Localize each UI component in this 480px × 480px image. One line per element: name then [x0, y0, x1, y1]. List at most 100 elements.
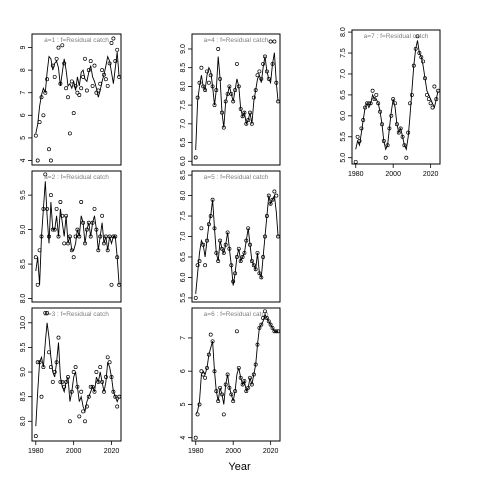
data-point	[88, 384, 93, 389]
data-point	[236, 246, 241, 251]
y-tick-label: 8.0	[180, 191, 187, 201]
data-point	[423, 76, 427, 81]
data-point	[83, 241, 87, 246]
data-point	[58, 81, 63, 86]
y-tick-label: 9.0	[20, 225, 27, 235]
data-point	[261, 61, 266, 66]
data-point	[90, 220, 95, 225]
data-point	[251, 372, 256, 377]
data-point	[225, 230, 230, 235]
data-point	[363, 105, 368, 110]
data-point	[58, 379, 63, 384]
data-point	[66, 95, 70, 100]
data-point	[231, 99, 236, 104]
data-point	[394, 122, 399, 127]
data-point	[270, 197, 275, 202]
data-point	[353, 159, 358, 164]
data-point	[105, 248, 110, 253]
panel-a5: a=5 : f=Residual catch 5.5 6.0 6.5 7.0 7.5 8.0…	[180, 170, 281, 303]
y-tick-label: 7.0	[180, 232, 187, 242]
data-point	[52, 74, 57, 79]
data-point	[43, 310, 48, 315]
data-point	[111, 389, 116, 394]
data-point	[432, 84, 437, 89]
series-line	[195, 193, 279, 294]
data-point	[400, 134, 405, 139]
data-point	[81, 74, 86, 79]
data-point	[272, 329, 277, 334]
data-point	[216, 47, 221, 51]
data-point	[259, 322, 264, 327]
data-point	[35, 360, 40, 365]
data-point	[102, 389, 106, 394]
data-point	[387, 126, 392, 131]
data-point	[365, 101, 369, 106]
data-point	[33, 133, 38, 138]
data-point	[385, 143, 390, 148]
y-tick-label: 10.0	[20, 316, 27, 330]
y-tick-label: 6.0	[180, 272, 187, 282]
data-point	[257, 325, 262, 330]
data-point	[69, 79, 74, 84]
data-point	[83, 419, 87, 424]
data-point	[264, 316, 269, 320]
data-point	[83, 56, 87, 61]
data-point	[98, 365, 103, 370]
data-point	[84, 227, 89, 232]
data-point	[240, 255, 245, 259]
data-point	[370, 88, 375, 93]
data-point	[77, 414, 82, 419]
data-point	[270, 61, 275, 66]
data-point	[117, 394, 122, 399]
data-point	[223, 242, 228, 247]
data-point	[376, 101, 381, 106]
data-point	[62, 384, 67, 389]
data-point	[37, 248, 42, 253]
x-tick-label: 2020	[263, 448, 279, 455]
data-point	[71, 255, 76, 260]
data-point	[220, 246, 224, 251]
data-point	[402, 143, 407, 148]
data-point	[77, 93, 82, 97]
data-point	[62, 241, 67, 246]
panel-frame	[31, 170, 122, 303]
data-point	[266, 319, 271, 324]
data-point	[64, 213, 69, 218]
data-point	[383, 155, 388, 160]
data-point	[52, 227, 57, 232]
data-point	[257, 69, 262, 74]
data-point	[263, 309, 267, 314]
data-point	[359, 126, 364, 131]
data-point	[372, 97, 377, 102]
y-tick-label: 9	[20, 46, 27, 50]
data-point	[406, 130, 411, 135]
y-tick-label: 5.0	[340, 153, 347, 163]
data-point	[366, 101, 371, 106]
y-tick-label: 8.5	[20, 392, 27, 402]
data-point	[242, 379, 247, 384]
data-point	[259, 275, 264, 280]
data-point	[205, 238, 209, 243]
data-point	[276, 234, 281, 239]
data-point	[73, 365, 78, 370]
data-point	[236, 84, 241, 89]
data-point	[56, 335, 61, 340]
data-point	[238, 106, 243, 111]
data-point	[357, 139, 362, 143]
y-tick-label: 7.0	[340, 69, 347, 79]
y-tick-label: 5.5	[340, 132, 347, 142]
data-point	[33, 255, 38, 260]
y-tick-label: 5	[180, 402, 187, 406]
data-point	[48, 158, 53, 163]
panel-strip-label: a=3 : f=Residual catch	[44, 311, 109, 318]
data-point	[56, 45, 61, 50]
data-point	[428, 101, 433, 106]
data-point	[248, 375, 252, 380]
data-point	[109, 41, 114, 45]
data-point	[102, 241, 106, 246]
data-point	[417, 51, 422, 55]
data-point	[206, 352, 211, 357]
data-point	[249, 382, 254, 387]
data-point	[43, 90, 48, 95]
series-line	[195, 52, 279, 151]
